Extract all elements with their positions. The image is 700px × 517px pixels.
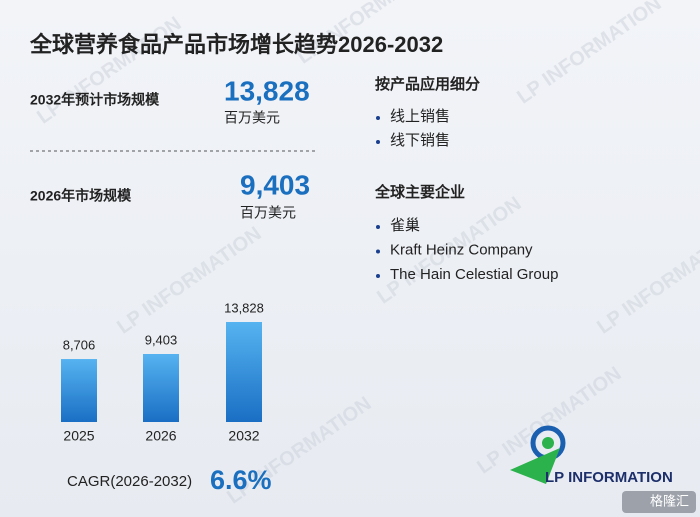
bullet — [376, 274, 380, 278]
section-title: 按产品应用细分 — [375, 75, 480, 93]
stat-label: 2032年预计市场规模 — [30, 92, 160, 108]
badge-box — [622, 491, 696, 513]
logo — [510, 425, 566, 484]
logo-dot — [542, 437, 554, 449]
stat-label: 2026年市场规模 — [30, 188, 132, 204]
x-tick-label: 2032 — [228, 428, 259, 444]
value-label: 8,706 — [63, 337, 96, 352]
stat-value: 9,403 — [240, 169, 310, 200]
bullet — [376, 140, 380, 144]
section-title: 全球主要企业 — [374, 183, 465, 201]
bullet — [376, 225, 380, 229]
logo-swoosh — [510, 448, 560, 484]
value-label: 9,403 — [145, 332, 178, 347]
list-item: 线下销售 — [390, 132, 450, 149]
cagr-label: CAGR(2026-2032) — [67, 473, 192, 490]
logo-text: LP INFORMATION — [545, 469, 673, 486]
value-label: 13,828 — [224, 300, 264, 315]
bar — [61, 359, 97, 422]
title: 全球营养食品产品市场增长趋势2026-2032 — [29, 32, 443, 57]
badge: 格隆汇 — [650, 493, 689, 508]
x-tick-label: 2025 — [63, 428, 94, 444]
stat-unit: 百万美元 — [224, 110, 280, 126]
bullet — [376, 116, 380, 120]
list-item: The Hain Celestial Group — [390, 266, 558, 283]
bar — [226, 322, 262, 422]
bar — [143, 354, 179, 422]
list-item: 雀巢 — [390, 217, 420, 234]
bullet — [376, 249, 380, 254]
list-item: Kraft Heinz Company — [390, 241, 533, 258]
x-tick-label: 2026 — [145, 428, 176, 444]
stat-unit: 百万美元 — [240, 205, 296, 221]
stat-value: 13,828 — [224, 75, 310, 106]
cagr-value: 6.6% — [210, 465, 272, 495]
list-item: 线上销售 — [390, 108, 450, 125]
